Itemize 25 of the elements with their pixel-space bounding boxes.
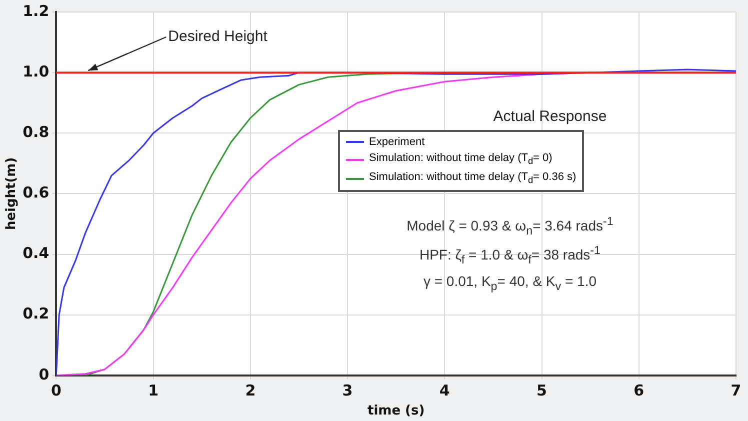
- y-tick-label: 0.2: [22, 304, 50, 323]
- y-tick-label: 0.6: [22, 184, 50, 202]
- x-tick-label: 1: [148, 381, 159, 400]
- y-axis-title: height(m): [4, 157, 20, 230]
- x-tick-label: 0: [50, 381, 62, 400]
- legend-label: Simulation: without time delay (T$_{d}$= 0.36 s): [369, 170, 576, 188]
- x-tick-label: 3: [342, 381, 353, 400]
- x-tick-label: 4: [439, 381, 450, 400]
- annotation: γ = 0.01, K$_{p}$= 40, & K$_{v}$ = 1.0: [422, 273, 598, 293]
- annotation: HPF: ζ$_{f}$ = 1.0 & ω$_{f}$= 38 rads$^{-1}$: [418, 244, 602, 266]
- x-tick-label: 2: [245, 381, 256, 400]
- legend-title: Actual Response: [492, 108, 608, 125]
- annotation: Model ζ = 0.93 & ω$_{n}$= 3.64 rads$^{-1}$: [406, 215, 614, 238]
- y-tick-label: 1.0: [22, 62, 50, 80]
- x-tick-label: 6: [634, 381, 644, 400]
- x-tick-label: 5: [536, 381, 547, 400]
- y-tick-label: 1.2: [22, 2, 50, 20]
- legend-label: Experiment: [369, 135, 425, 150]
- y-tick-label: 0.4: [22, 244, 50, 262]
- ref-line-label: Desired Height: [168, 28, 268, 46]
- y-tick-label: 0.8: [22, 123, 50, 142]
- y-tick-label: 0: [38, 365, 50, 384]
- x-axis-title: time (s): [367, 404, 425, 419]
- legend-label: Simulation: without time delay (T$_{d}$= 0): [369, 151, 552, 168]
- x-tick-label: 7: [730, 381, 742, 400]
